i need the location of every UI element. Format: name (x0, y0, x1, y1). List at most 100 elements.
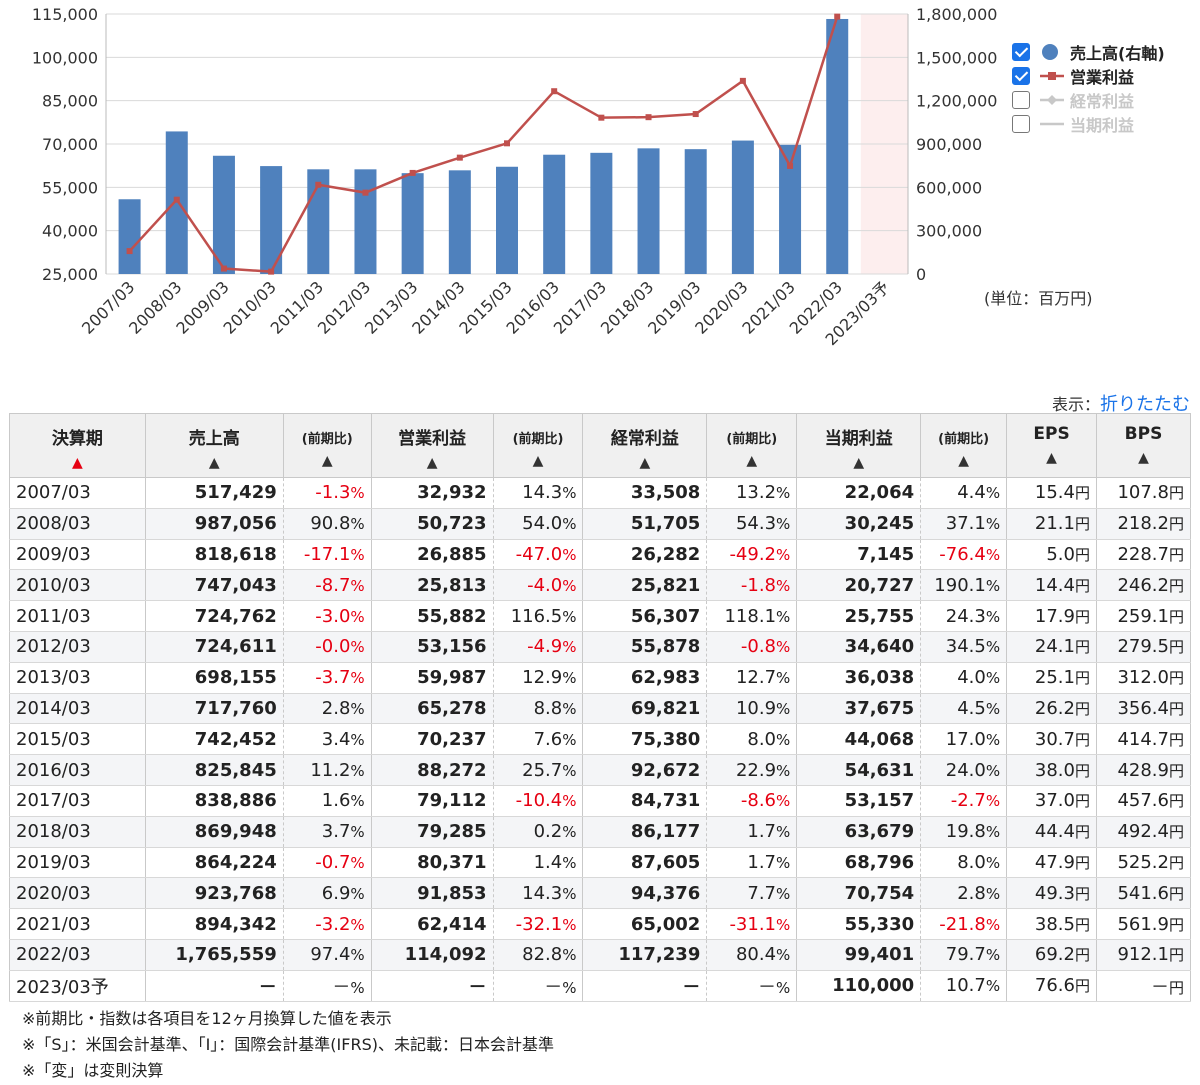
bps-cell: 312.0円 (1096, 661, 1192, 694)
table-row: 2016/03 825,845 11.2% 88,272 25.7% 92,672 22.9… (9, 754, 1192, 786)
chart: 115,000 1,800,000 100,000 1,500,000 85,000 1,… (32, 5, 998, 349)
sort-icon[interactable]: ▲ (208, 455, 220, 471)
y-tick-left: 25,000 (42, 265, 98, 284)
ordinary-cell: 117,239 (582, 938, 708, 971)
bar-sales (684, 149, 707, 274)
sales-change-cell: -0.0% (283, 630, 372, 663)
net-cell: 44,068 (796, 723, 922, 756)
sort-icon[interactable]: ▲ (532, 453, 544, 469)
period-cell: 2010/03 (9, 569, 146, 602)
point-op (362, 189, 369, 196)
sort-icon[interactable]: ▲ (1138, 450, 1149, 466)
sales-change-cell: －% (283, 969, 372, 1002)
sort-icon[interactable]: ▲ (639, 455, 651, 471)
op-change-cell: -32.1% (493, 908, 584, 940)
header-sales-change[interactable]: (前期比) ▲ (282, 413, 372, 478)
bar-sales (260, 166, 283, 274)
point-op (598, 114, 605, 121)
y-tick-left: 55,000 (42, 178, 98, 197)
ordinary-change-cell: 1.7% (706, 815, 798, 848)
header-ordinary-change[interactable]: (前期比) ▲ (706, 413, 798, 478)
ordinary-change-cell: -0.8% (706, 630, 798, 663)
header-op[interactable]: 営業利益 ▲ (370, 413, 494, 478)
collapse-link[interactable]: 折りたたむ (1100, 394, 1190, 415)
table-row: 2019/03 864,224 -0.7% 80,371 1.4% 87,605 1.7% 6… (9, 846, 1192, 879)
net-change-cell: 37.1% (920, 507, 1008, 540)
sales-change-cell: -17.1% (283, 538, 372, 571)
op-cell: 80,371 (370, 846, 494, 879)
footnote: ※前期比・指数は各項目を12ヶ月換算した値を表示 (22, 1009, 392, 1028)
sort-icon[interactable]: ▲ (321, 453, 333, 469)
unit-label: (単位：百万円) (984, 289, 1093, 308)
bps-cell: －円 (1096, 969, 1192, 1002)
header-net-change[interactable]: (前期比) ▲ (920, 413, 1008, 478)
checkbox-op[interactable] (1012, 67, 1030, 85)
net-cell: 7,145 (796, 538, 922, 571)
header-ordinary[interactable]: 経常利益 ▲ (582, 413, 708, 478)
period-cell: 2023/03予 (9, 969, 146, 1002)
eps-cell: 17.9円 (1006, 600, 1097, 632)
sort-icon[interactable]: ▲ (853, 455, 865, 471)
ordinary-cell: 33,508 (582, 477, 708, 509)
net-cell: 63,679 (796, 815, 922, 848)
net-cell: 99,401 (796, 938, 922, 971)
line-op (128, 16, 839, 273)
checkbox-sales[interactable] (1012, 43, 1030, 61)
ordinary-cell: 62,983 (582, 661, 708, 694)
net-cell: 70,754 (796, 877, 922, 910)
eps-cell: 25.1円 (1006, 661, 1097, 694)
sales-cell: 825,845 (144, 754, 284, 786)
op-change-cell: 25.7% (493, 754, 584, 786)
ordinary-change-cell: 12.7% (706, 661, 798, 694)
net-cell: 25,755 (796, 600, 922, 632)
period-cell: 2014/03 (9, 692, 146, 725)
sales-change-cell: -3.2% (283, 908, 372, 940)
circle-icon (1042, 44, 1058, 60)
eps-cell: 49.3円 (1006, 877, 1097, 910)
eps-cell: 24.1円 (1006, 630, 1097, 663)
sort-icon[interactable]: ▲ (1046, 450, 1057, 466)
header-net[interactable]: 当期利益 ▲ (796, 413, 922, 478)
legend-item-op[interactable]: 営業利益 (1012, 64, 1165, 88)
bar-sales (118, 199, 141, 274)
sales-change-cell: -1.3% (283, 477, 372, 509)
bar-sales (590, 152, 613, 274)
period-cell: 2013/03 (9, 661, 146, 694)
checkbox-net[interactable] (1012, 115, 1030, 133)
legend-item-net[interactable]: 当期利益 (1012, 112, 1165, 136)
table-row: 2020/03 923,768 6.9% 91,853 14.3% 94,376 7.7% 7… (9, 877, 1192, 910)
sort-icon[interactable]: ▲ (958, 453, 969, 469)
sales-cell: 894,342 (144, 908, 284, 940)
sort-up-icon[interactable]: ▲ (72, 455, 83, 471)
y-tick-left: 85,000 (42, 92, 98, 111)
legend-item-ordinary[interactable]: 経常利益 (1012, 88, 1165, 112)
header-bps[interactable]: BPS ▲ (1095, 413, 1192, 478)
checkbox-ordinary[interactable] (1012, 91, 1030, 109)
header-eps[interactable]: EPS ▲ (1006, 413, 1097, 478)
bps-cell: 356.4円 (1096, 692, 1192, 725)
legend-item-sales[interactable]: 売上高(右軸) (1012, 40, 1165, 64)
sort-icon[interactable]: ▲ (746, 453, 758, 469)
op-change-cell: 12.9% (493, 661, 584, 694)
sort-icon[interactable]: ▲ (426, 455, 438, 471)
period-cell: 2017/03 (9, 784, 146, 817)
bps-cell: 457.6円 (1096, 784, 1192, 817)
header-sales[interactable]: 売上高 ▲ (144, 413, 284, 478)
bps-cell: 428.9円 (1096, 754, 1192, 786)
bps-cell: 561.9円 (1096, 908, 1192, 940)
sales-cell: 717,760 (144, 692, 284, 725)
net-cell: 68,796 (796, 846, 922, 879)
sales-change-cell: -8.7% (283, 569, 372, 602)
period-cell: 2021/03 (9, 908, 146, 940)
sales-cell: 742,452 (144, 723, 284, 756)
op-cell: 50,723 (370, 507, 494, 540)
ordinary-cell: 84,731 (582, 784, 708, 817)
ordinary-change-cell: －% (706, 969, 798, 1002)
period-cell: 2007/03 (9, 477, 146, 509)
ordinary-change-cell: -8.6% (706, 784, 798, 817)
net-change-cell: 4.5% (920, 692, 1008, 725)
table-row: 2014/03 717,760 2.8% 65,278 8.8% 69,821 10.9% 3… (9, 692, 1192, 725)
net-change-cell: 79.7% (920, 938, 1008, 971)
header-period[interactable]: 決算期 ▲ (9, 413, 146, 478)
header-op-change[interactable]: (前期比) ▲ (492, 413, 584, 478)
